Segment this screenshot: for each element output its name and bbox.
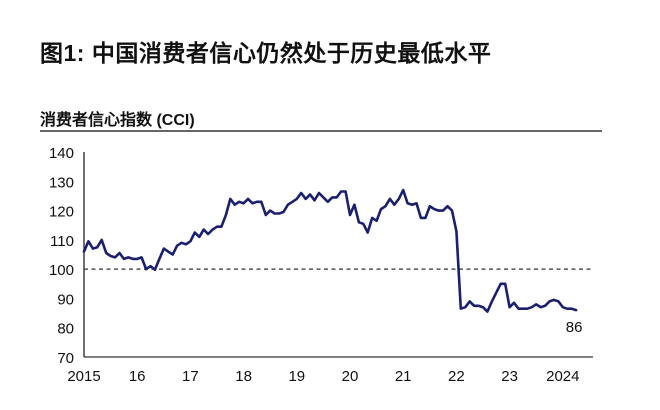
chart-title: 图1: 中国消费者信心仍然处于历史最低水平 <box>40 40 492 66</box>
subtitle-divider <box>40 130 602 132</box>
chart-subtitle: 消费者信心指数 (CCI) <box>40 112 195 129</box>
y-tick-label: 130 <box>49 174 74 191</box>
cci-series-line <box>82 188 578 313</box>
y-tick-label: 70 <box>57 350 74 367</box>
y-tick-label: 120 <box>49 204 74 221</box>
x-tick-label: 21 <box>395 368 412 385</box>
x-tick-label: 18 <box>235 368 252 385</box>
x-tick-label: 22 <box>448 368 465 385</box>
y-tick-label: 140 <box>49 145 74 162</box>
x-tick-label: 19 <box>288 368 305 385</box>
x-tick-label: 20 <box>342 368 359 385</box>
y-tick-label: 80 <box>57 321 74 338</box>
y-tick-label: 90 <box>57 291 74 308</box>
x-tick-label: 23 <box>501 368 518 385</box>
x-tick-label: 16 <box>129 368 146 385</box>
y-tick-label: 100 <box>49 262 74 279</box>
x-tick-label: 17 <box>182 368 199 385</box>
end-value-label: 86 <box>566 319 583 336</box>
y-tick-label: 110 <box>50 233 74 250</box>
x-tick-label: 2015 <box>67 368 100 385</box>
x-axis-ticks: 2015 16 17 18 19 20 21 22 23 2024 <box>67 368 579 385</box>
x-tick-label: 2024 <box>546 368 579 385</box>
y-axis-ticks: 70 80 90 100 110 120 130 140 <box>49 145 74 367</box>
